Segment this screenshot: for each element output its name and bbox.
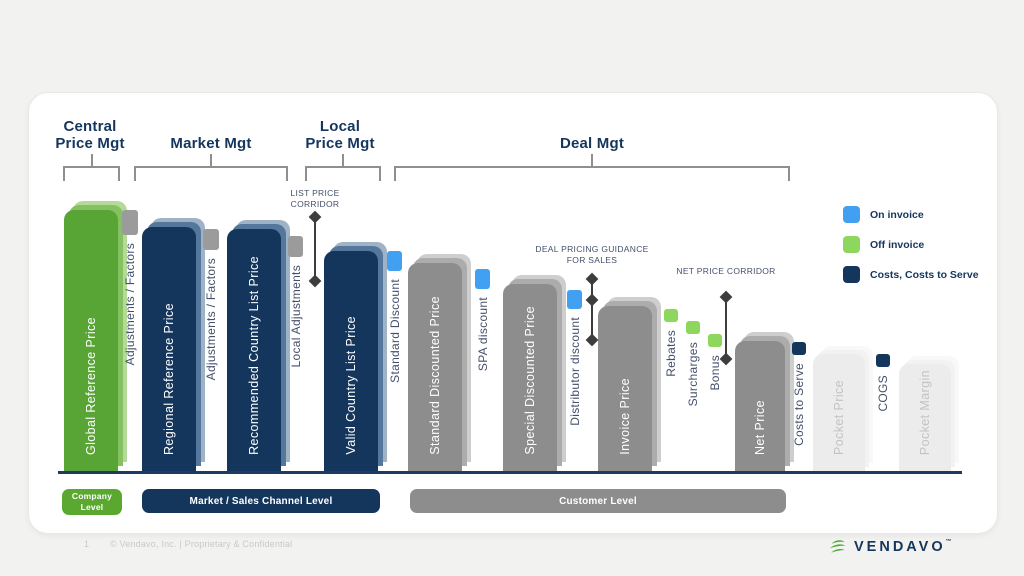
annotation-line-net-price-corridor [725, 297, 727, 359]
annotation-line-deal-pricing-guidance-for-sales [591, 279, 593, 340]
marker-swatch-distributor-discount [567, 290, 582, 309]
marker-label-surcharges: Surcharges [686, 342, 700, 407]
marker-swatch-spa-discount [475, 269, 490, 289]
legend-item-costs-costs-to-serve: Costs, Costs to Serve [843, 266, 979, 283]
marker-adjustments-factors: Adjustments / Factors [203, 229, 219, 380]
bar-pocket-price: Pocket Price [813, 354, 865, 471]
legend-swatch-costs-costs-to-serve [843, 266, 860, 283]
bracket-deal-mgt [394, 154, 790, 181]
marker-rebates: Rebates [664, 309, 678, 377]
trademark-symbol: ™ [945, 538, 955, 545]
marker-swatch-local-adjustments [288, 236, 303, 257]
marker-label-cogs: COGS [876, 375, 890, 412]
bar-recommended-country-list-price: Recommended Country List Price [227, 229, 281, 471]
level-badge-market-sales-channel-level: Market / Sales Channel Level [142, 489, 380, 513]
legend-swatch-on-invoice [843, 206, 860, 223]
marker-swatch-standard-discount [387, 251, 402, 271]
bar-label-standard-discounted-price: Standard Discounted Price [428, 296, 442, 455]
marker-bonus: Bonus [708, 334, 722, 391]
bar-label-special-discounted-price: Special Discounted Price [523, 306, 537, 455]
marker-label-costs-to-serve: Costs to Serve [792, 363, 806, 446]
bar-label-regional-reference-price: Regional Reference Price [162, 302, 176, 455]
bar-regional-reference-price: Regional Reference Price [142, 227, 196, 471]
annotation-label-list-price-corridor: LIST PRICE CORRIDOR [290, 187, 340, 209]
marker-label-adjustments-factors: Adjustments / Factors [204, 258, 218, 381]
marker-label-local-adjustments: Local Adjustments [288, 265, 303, 368]
marker-swatch-costs-to-serve [792, 342, 806, 355]
bar-label-pocket-price: Pocket Price [832, 380, 846, 455]
marker-label-standard-discount: Standard Discount [387, 279, 402, 383]
marker-swatch-adjustments-factors [203, 229, 219, 250]
marker-standard-discount: Standard Discount [387, 251, 402, 383]
marker-adjustments-factors: Adjustments / Factors [122, 210, 138, 365]
marker-label-spa-discount: SPA discount [475, 297, 490, 372]
legend-swatch-off-invoice [843, 236, 860, 253]
marker-swatch-rebates [664, 309, 678, 322]
legend-label-costs-costs-to-serve: Costs, Costs to Serve [870, 268, 979, 281]
confidentiality-note: © Vendavo, Inc. | Proprietary & Confiden… [110, 539, 293, 549]
bar-global-reference-price: Global Reference Price [64, 210, 118, 471]
marker-label-adjustments-factors: Adjustments / Factors [123, 243, 137, 366]
bar-label-pocket-margin: Pocket Margin [918, 369, 932, 455]
marker-swatch-surcharges [686, 321, 700, 334]
bar-label-global-reference-price: Global Reference Price [84, 316, 98, 455]
marker-local-adjustments: Local Adjustments [288, 236, 303, 368]
level-badge-company-level: Company Level [62, 489, 122, 515]
marker-distributor-discount: Distributor discount [567, 290, 582, 426]
bar-label-recommended-country-list-price: Recommended Country List Price [247, 256, 261, 455]
legend-item-off-invoice: Off invoice [843, 236, 979, 253]
marker-surcharges: Surcharges [686, 321, 700, 406]
group-header-deal-mgt: Deal Mgt [559, 134, 625, 152]
marker-label-rebates: Rebates [664, 330, 678, 377]
marker-label-bonus: Bonus [708, 355, 722, 391]
marker-spa-discount: SPA discount [475, 269, 490, 371]
group-header-market-mgt: Market Mgt [170, 134, 252, 152]
legend-item-on-invoice: On invoice [843, 206, 979, 223]
marker-cogs: COGS [876, 354, 890, 412]
annotation-label-net-price-corridor: NET PRICE CORRIDOR [676, 265, 776, 276]
bar-net-price: Net Price [735, 341, 785, 471]
vendavo-logo: VENDAVO™ [828, 537, 955, 556]
bracket-central-price-mgt [63, 154, 120, 181]
annotation-line-list-price-corridor [314, 217, 316, 281]
marker-swatch-cogs [876, 354, 890, 367]
legend-label-off-invoice: Off invoice [870, 238, 925, 251]
bracket-local-price-mgt [305, 154, 381, 181]
bar-special-discounted-price: Special Discounted Price [503, 284, 557, 471]
marker-label-distributor-discount: Distributor discount [567, 317, 582, 426]
marker-swatch-adjustments-factors [122, 210, 138, 235]
level-badge-customer-level: Customer Level [410, 489, 786, 513]
group-header-local-price-mgt: Local Price Mgt [305, 117, 375, 152]
bar-label-net-price: Net Price [753, 399, 767, 455]
marker-costs-to-serve: Costs to Serve [792, 342, 806, 446]
legend: On invoice Off invoice Costs, Costs to Ser… [843, 206, 979, 296]
bar-invoice-price: Invoice Price [598, 306, 652, 471]
legend-label-on-invoice: On invoice [870, 208, 924, 221]
price-waterfall-baseline [58, 471, 962, 474]
group-header-central-price-mgt: Central Price Mgt [55, 117, 125, 152]
page-number: 1 [84, 539, 90, 549]
vendavo-logo-icon [830, 540, 846, 553]
bar-label-invoice-price: Invoice Price [618, 378, 632, 455]
marker-swatch-bonus [708, 334, 722, 347]
annotation-label-deal-pricing-guidance-for-sales: DEAL PRICING GUIDANCE FOR SALES [535, 243, 649, 265]
bracket-market-mgt [134, 154, 288, 181]
vendavo-wordmark: VENDAVO™ [854, 538, 955, 555]
bar-label-valid-country-list-price: Valid Country List Price [344, 316, 358, 455]
bar-pocket-margin: Pocket Margin [899, 364, 951, 471]
bar-valid-country-list-price: Valid Country List Price [324, 251, 378, 471]
bar-standard-discounted-price: Standard Discounted Price [408, 263, 462, 471]
